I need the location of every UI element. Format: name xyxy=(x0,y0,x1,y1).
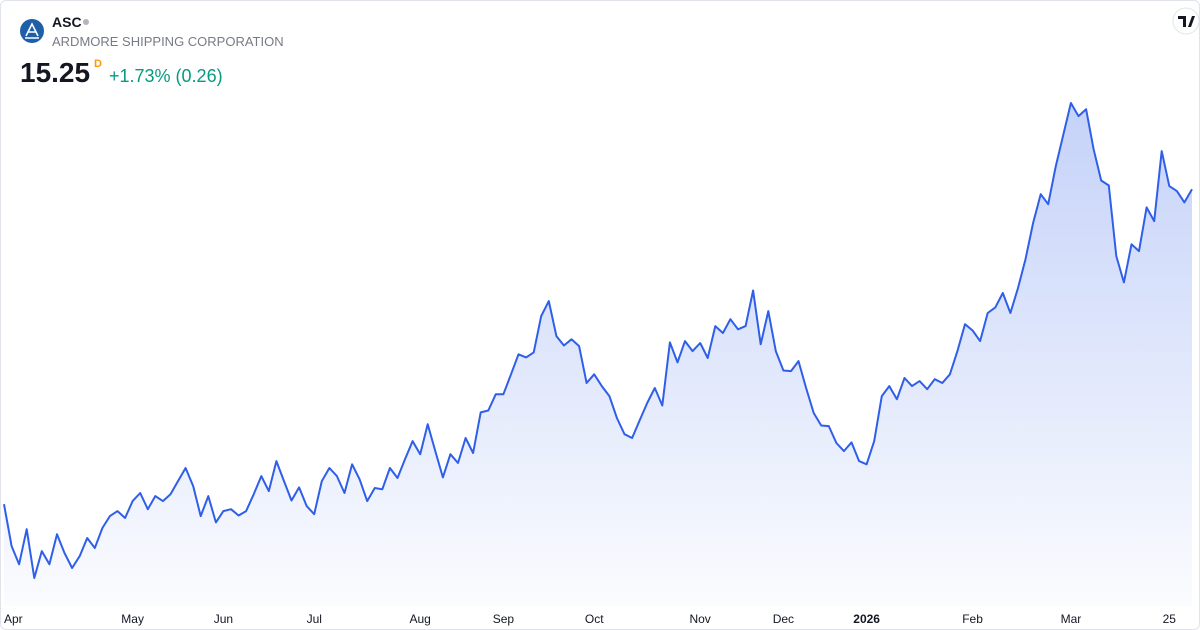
price: 15.25 xyxy=(20,57,90,88)
x-tick-label: Jun xyxy=(214,612,233,626)
x-tick-label: Mar xyxy=(1061,612,1082,626)
x-tick-label: Dec xyxy=(773,612,794,626)
x-tick-label: May xyxy=(121,612,144,626)
x-tick-label: Aug xyxy=(409,612,430,626)
price-line xyxy=(3,102,1193,579)
change: +1.73% (0.26) xyxy=(109,66,223,86)
x-tick-label: Jul xyxy=(307,612,322,626)
status-dot xyxy=(83,19,89,25)
x-tick-label: 2026 xyxy=(853,612,880,626)
logo xyxy=(20,19,44,43)
x-tick-label: Apr xyxy=(4,612,23,626)
interval: D xyxy=(94,58,102,70)
x-tick-label: Feb xyxy=(962,612,983,626)
x-tick-label: Nov xyxy=(689,612,710,626)
tv-logo[interactable] xyxy=(1172,7,1199,35)
x-tick-label: 25 xyxy=(1163,612,1177,626)
ticker: ASC xyxy=(52,14,82,30)
area-fill xyxy=(4,103,1192,606)
x-tick-label: Sep xyxy=(493,612,515,626)
company-name: ARDMORE SHIPPING CORPORATION xyxy=(52,34,284,49)
x-tick-label: Oct xyxy=(585,612,604,626)
